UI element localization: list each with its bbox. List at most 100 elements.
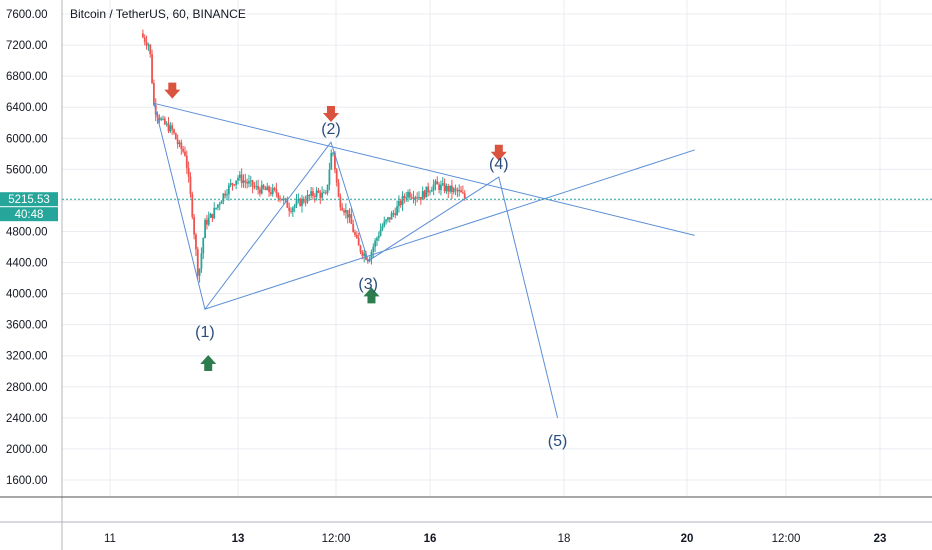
candle-body — [302, 198, 305, 202]
candle-body — [434, 181, 437, 185]
candle-body — [297, 198, 300, 201]
candle-body — [423, 191, 426, 198]
candle-body — [169, 125, 172, 132]
candle-body — [187, 167, 190, 177]
candle-body — [383, 221, 386, 227]
candle-body — [259, 189, 261, 194]
candle-body — [160, 118, 163, 120]
candle-body — [248, 181, 250, 184]
candle-body — [215, 207, 217, 209]
candle-body — [350, 214, 353, 224]
candle-body — [286, 199, 289, 208]
candle-body — [438, 184, 441, 190]
candle-body — [381, 226, 384, 230]
grid-lines — [62, 0, 932, 497]
candle-body — [171, 125, 174, 130]
candle-body — [443, 183, 446, 192]
candle-body — [268, 186, 270, 193]
wave-label: (4) — [489, 156, 509, 173]
candle-body — [145, 41, 148, 46]
candle-body — [376, 238, 378, 241]
candle-body — [454, 188, 457, 190]
candle-body — [163, 118, 166, 125]
candle-body — [218, 203, 221, 205]
candle-body — [143, 37, 146, 42]
wave-path — [153, 103, 559, 418]
price-tick-label: 7600.00 — [6, 9, 48, 21]
candle-body — [246, 182, 249, 184]
candle-body — [304, 201, 307, 203]
candle-body — [317, 190, 320, 193]
candle-body — [324, 192, 327, 194]
candle-body — [385, 219, 387, 222]
candle-body — [299, 198, 302, 206]
candle-body — [363, 253, 366, 256]
candle-body — [255, 185, 258, 187]
buy-arrow-icon — [200, 354, 217, 371]
candle-body — [235, 180, 238, 185]
candle-body — [233, 184, 236, 186]
candle-body — [162, 118, 164, 120]
sell-arrow-icon — [322, 105, 339, 122]
candle-body — [321, 192, 323, 198]
candle-body — [198, 268, 201, 276]
candle-body — [253, 186, 256, 188]
current-price-box — [0, 192, 58, 207]
candle-body — [328, 169, 331, 185]
candle-body — [323, 192, 325, 194]
trendlines — [153, 102, 695, 310]
candle-body — [449, 185, 451, 192]
candle-body — [310, 191, 313, 196]
candle-body — [184, 151, 186, 156]
candle-body — [374, 240, 377, 247]
candle-body — [355, 235, 358, 238]
time-tick-label: 20 — [681, 533, 694, 545]
price-tick-label: 3600.00 — [6, 320, 48, 332]
candle-body — [344, 209, 347, 213]
candle-body — [392, 213, 395, 215]
candle-body — [277, 193, 280, 199]
candle-body — [149, 44, 152, 55]
time-axis[interactable]: 11 13 12:00 16 18 20 12:00 23 — [104, 533, 886, 545]
candle-body — [352, 223, 355, 233]
candle-body — [176, 139, 179, 145]
time-tick-label: 13 — [232, 533, 245, 545]
candle-body — [313, 195, 316, 197]
candle-body — [306, 194, 309, 202]
candle-body — [260, 185, 263, 194]
candle-body — [463, 193, 466, 199]
candle-body — [377, 235, 380, 239]
candle-body — [180, 142, 183, 150]
candle-body — [308, 194, 311, 196]
trendline — [204, 149, 695, 310]
candle-body — [284, 198, 287, 200]
candle-body — [390, 213, 393, 220]
candle-body — [401, 196, 404, 206]
elliott-wave-line — [153, 103, 559, 418]
price-tick-label: 2800.00 — [6, 382, 48, 394]
candle-body — [332, 152, 334, 154]
candle-body — [452, 188, 455, 193]
candle-body — [427, 186, 430, 193]
candle-body — [414, 197, 417, 200]
candle-body — [182, 149, 185, 152]
candle-body — [200, 253, 203, 269]
time-tick-label: 18 — [558, 533, 571, 545]
candle-body — [301, 198, 303, 206]
candles — [142, 29, 466, 283]
wave-label: (3) — [358, 276, 378, 293]
price-tick-label: 4400.00 — [6, 258, 48, 270]
candle-body — [312, 191, 314, 196]
candle-body — [165, 123, 168, 125]
candle-body — [425, 186, 428, 198]
candle-body — [394, 213, 397, 216]
candle-body — [249, 180, 252, 182]
candle-body — [412, 197, 415, 200]
candle-body — [207, 217, 210, 225]
candle-body — [216, 204, 219, 208]
price-tick-label: 5600.00 — [6, 164, 48, 176]
candle-body — [405, 197, 408, 199]
price-tick-label: 2400.00 — [6, 413, 48, 425]
candle-body — [418, 197, 420, 199]
